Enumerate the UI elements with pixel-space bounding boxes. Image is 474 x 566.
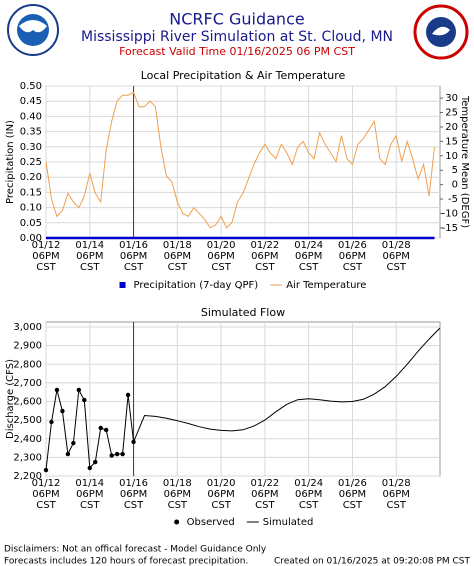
y-tick-label: 0.15 <box>20 187 42 198</box>
data-point <box>71 440 76 446</box>
y-axis-label: Precipitation (IN) <box>5 120 16 204</box>
y-axis-label: Discharge (CFS) <box>5 359 16 439</box>
data-point <box>114 451 120 457</box>
y-tick-label: 2,400 <box>13 434 42 445</box>
legend-label: Simulated <box>263 517 314 528</box>
data-point <box>43 467 49 473</box>
chart-title: Simulated Flow <box>201 306 285 319</box>
y2-tick-label: 15 <box>445 136 458 147</box>
disclaimer: Disclaimers: Not an offical forecast - M… <box>4 545 267 555</box>
data-point <box>87 465 92 471</box>
y-tick-label: 2,500 <box>13 415 42 426</box>
x-tick-label: 01/14 06PM CST <box>75 478 105 511</box>
y2-axis-label: Temperature Mean (DEGF) <box>459 95 470 228</box>
y2-tick-label: 10 <box>445 151 458 162</box>
y-tick-label: 2,800 <box>13 359 42 370</box>
y-tick-label: 3,000 <box>13 322 42 333</box>
y-tick-label: 0.50 <box>20 81 42 92</box>
data-point <box>109 453 114 458</box>
data-point <box>103 427 109 433</box>
x-tick-label: 01/28 06PM CST <box>381 240 411 273</box>
y-tick-label: 0.00 <box>20 233 42 244</box>
x-tick-label: 01/18 06PM CST <box>162 478 192 511</box>
data-point <box>60 408 65 414</box>
legend-swatch <box>174 519 180 525</box>
footer-note: Forecasts includes 120 hours of forecast… <box>4 557 248 566</box>
x-tick-label: 01/24 06PM CST <box>294 240 324 273</box>
legend-label: Precipitation (7-day QPF) <box>134 280 259 291</box>
x-tick-label: 01/26 06PM CST <box>338 478 367 511</box>
y-tick-label: 2,900 <box>13 341 42 352</box>
y2-tick-label: -15 <box>442 223 458 234</box>
data-point <box>49 419 54 425</box>
x-tick-label: 01/12 06PM CST <box>31 478 61 511</box>
noaa-logo <box>7 4 59 56</box>
subtitle: Mississippi River Simulation at St. Clou… <box>81 29 393 45</box>
y-tick-label: 2,600 <box>13 397 42 408</box>
x-tick-label: 01/16 06PM CST <box>119 478 148 511</box>
data-point <box>65 451 71 457</box>
y2-tick-label: 20 <box>445 122 458 133</box>
y-tick-label: 0.25 <box>20 157 42 168</box>
x-tick-label: 01/26 06PM CST <box>338 240 367 273</box>
x-tick-label: 01/14 06PM CST <box>75 240 105 273</box>
y2-tick-label: 0 <box>452 180 458 191</box>
y-tick-label: 0.30 <box>20 142 42 153</box>
data-point <box>82 397 87 403</box>
x-tick-label: 01/20 06PM CST <box>206 240 236 273</box>
x-tick-label: 01/16 06PM CST <box>119 240 148 273</box>
y-tick-label: 0.05 <box>20 218 42 229</box>
y2-tick-label: 5 <box>452 165 458 176</box>
y-tick-label: 2,200 <box>13 471 42 482</box>
x-tick-label: 01/18 06PM CST <box>162 240 192 273</box>
data-point <box>125 392 131 398</box>
y-tick-label: 2,300 <box>13 452 42 463</box>
x-tick-label: 01/22 06PM CST <box>250 478 280 511</box>
data-point <box>98 425 103 431</box>
y-tick-label: 0.35 <box>20 127 42 138</box>
nws-logo <box>413 4 469 60</box>
x-tick-label: 01/22 06PM CST <box>250 240 280 273</box>
legend-label: Air Temperature <box>286 280 366 291</box>
y-tick-label: 0.20 <box>20 172 42 183</box>
y-tick-label: 0.10 <box>20 203 42 214</box>
plot-area <box>45 321 441 477</box>
data-point <box>54 387 60 393</box>
x-tick-label: 01/28 06PM CST <box>381 478 411 511</box>
y-tick-label: 0.45 <box>20 96 42 107</box>
title: NCRFC Guidance <box>169 10 304 29</box>
x-tick-label: 01/12 06PM CST <box>31 240 61 273</box>
data-point <box>120 451 125 457</box>
legend-swatch <box>119 282 126 288</box>
series-line <box>45 91 435 229</box>
series-line <box>133 327 441 443</box>
chart-title: Local Precipitation & Air Temperature <box>141 69 346 82</box>
data-point <box>76 387 82 393</box>
y2-tick-label: 30 <box>445 93 458 104</box>
created: Created on 01/16/2025 at 09:20:08 PM CST <box>274 557 471 566</box>
y2-tick-label: -10 <box>442 208 458 219</box>
x-tick-label: 01/20 06PM CST <box>206 478 236 511</box>
data-point <box>93 459 98 465</box>
valid-time: Forecast Valid Time 01/16/2025 06 PM CST <box>119 45 355 58</box>
data-point <box>131 439 136 445</box>
x-tick-label: 01/24 06PM CST <box>294 478 324 511</box>
y2-tick-label: -5 <box>448 194 458 205</box>
y-tick-label: 0.40 <box>20 111 42 122</box>
y-tick-label: 2,700 <box>13 378 42 389</box>
legend-label: Observed <box>187 517 235 528</box>
y2-tick-label: 25 <box>445 108 458 119</box>
